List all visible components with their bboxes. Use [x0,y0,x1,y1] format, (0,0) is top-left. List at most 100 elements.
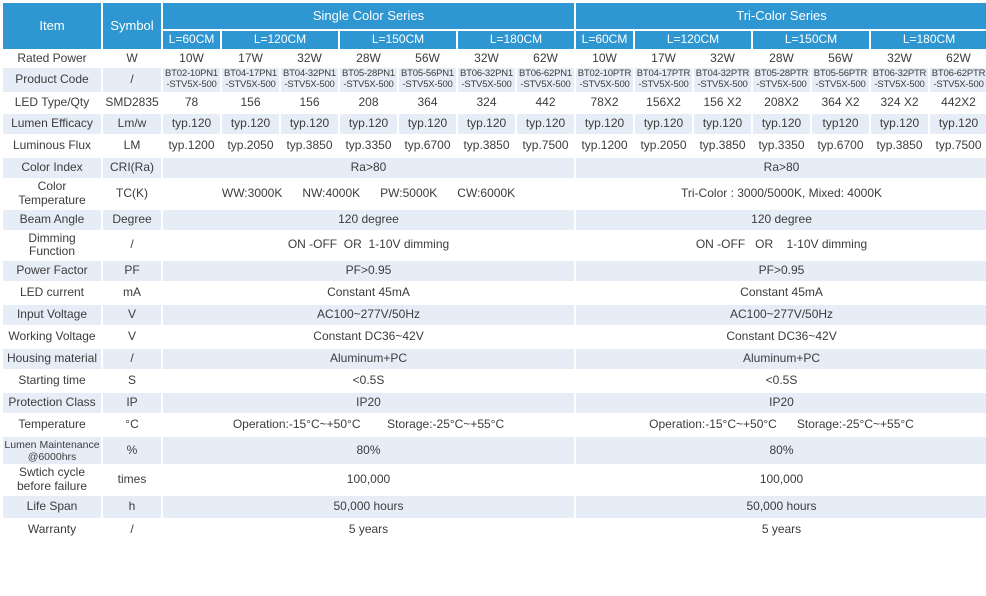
row-working-voltage: Working Voltage V Constant DC36~42V Constan… [1,325,986,350]
header-row-series: Item Symbol Single Color Series Tri-Color S… [1,1,986,51]
row-label: Housing material [1,347,103,372]
row-temperature: Temperature °C Operation:-15°C~+50°C Stora… [1,413,986,438]
symbol-cell: V [101,325,163,350]
length-header: L=60CM [161,29,222,51]
single-series-value-cell: typ.120 [515,112,576,136]
single-series-merged-cell: Ra>80 [161,156,576,180]
row-label: Beam Angle [1,207,103,232]
row-label: Product Code [1,66,103,94]
row-label: Temperature [1,413,103,438]
row-rated-power: Rated Power W 10W 17W 32W 28W 56W 32W 62W 10W 17W 3… [1,49,986,68]
single-series-merged-cell: Constant DC36~42V [161,325,576,350]
row-label: Input Voltage [1,303,103,328]
row-color-index: Color Index CRI(Ra) Ra>80 Ra>80 [1,156,986,180]
single-series-value-cell: BT06-62PN1 -STV5X-500 [515,66,576,94]
row-label: Dimming Function [1,229,103,262]
row-label: Lumen Efficacy [1,112,103,136]
symbol-cell: IP [101,391,163,416]
tri-series-merged-cell: AC100~277V/50Hz [573,303,986,328]
symbol-cell: S [101,369,163,394]
length-header: L=180CM [456,29,576,51]
single-series-merged-cell: IP20 [161,391,576,416]
tri-series-value-cell: typ.3350 [751,134,812,158]
row-label: Life Span [1,493,103,520]
single-series-value-cell: 442 [515,92,576,114]
tri-series-value-cell: BT06-62PTR -STV5X-500 [927,66,986,94]
single-series-merged-cell: AC100~277V/50Hz [161,303,576,328]
row-starting-time: Starting time S <0.5S <0.5S [1,369,986,394]
tri-series-value-cell: typ.120 [927,112,986,136]
row-protection-class: Protection Class IP IP20 IP20 [1,391,986,416]
symbol-cell: V [101,303,163,328]
single-series-merged-cell: 120 degree [161,207,576,232]
single-series-value-cell: 28W [338,49,399,68]
tri-series-value-cell: 364 X2 [810,92,871,114]
row-warranty: Warranty/5 years 5 years [1,517,986,543]
row-label: Lumen Maintenance @6000hrs [1,435,103,467]
symbol-cell: TC(K) [101,178,163,210]
single-series-value-cell: BT04-17PN1 -STV5X-500 [220,66,281,94]
symbol-cell: Degree [101,207,163,232]
tri-series-value-cell: typ.6700 [810,134,871,158]
single-series-merged-cell: 5 years [161,517,576,543]
tri-series-value-cell: 324 X2 [869,92,930,114]
tri-series-value-cell: 156 X2 [692,92,753,114]
single-series-value-cell: typ.1200 [161,134,222,158]
symbol-cell: / [101,229,163,262]
tri-series-merged-cell: PF>0.95 [573,259,986,284]
tri-series-value-cell: typ120 [810,112,871,136]
tri-series-value-cell: BT05-56PTR -STV5X-500 [810,66,871,94]
row-led-current: LED current mA Constant 45mA Constant 45mA [1,281,986,306]
length-header: L=120CM [633,29,753,51]
tri-series-merged-cell: IP20 [573,391,986,416]
tri-series-value-cell: 32W [869,49,930,68]
single-series-value-cell: typ.120 [161,112,222,136]
symbol-cell: SMD2835 [101,92,163,114]
tri-series-value-cell: BT05-28PTR -STV5X-500 [751,66,812,94]
row-dimming-function: Dimming Function / ON -OFF OR 1-10V dimmin… [1,229,986,262]
single-series-value-cell: BT04-32PN1 -STV5X-500 [279,66,340,94]
symbol-cell: times [101,464,163,496]
single-series-value-cell: typ.120 [456,112,517,136]
single-series-merged-cell: WW:3000K NW:4000K PW:5000K CW:6000K [161,178,576,210]
tri-series-merged-cell: <0.5S [573,369,986,394]
tri-series-value-cell: BT04-32PTR -STV5X-500 [692,66,753,94]
row-label: Swtich cycle before failure [1,464,103,496]
single-series-value-cell: BT06-32PN1 -STV5X-500 [456,66,517,94]
tri-series-value-cell: 62W [927,49,986,68]
row-swtich-cycle-before-failure: Swtich cycle before failure times 100,000 1… [1,464,986,496]
symbol-cell: mA [101,281,163,306]
row-lumen-maintenance-6000hrs: Lumen Maintenance @6000hrs% 80% 80% [1,435,986,467]
row-beam-angle: Beam Angle Degree 120 degree 120 degree [1,207,986,232]
single-series-value-cell: 17W [220,49,281,68]
row-lumen-efficacy: Lumen Efficacy Lm/w typ.120 typ.120 typ.120 t… [1,112,986,136]
single-series-value-cell: 56W [397,49,458,68]
single-series-value-cell: typ.3850 [279,134,340,158]
row-housing-material: Housing material / Aluminum+PC Aluminum+PC [1,347,986,372]
row-product-code: Product Code / BT02-10PN1 -STV5X-500 BT04-1… [1,66,986,94]
row-label: Color Index [1,156,103,180]
tri-series-value-cell: typ.120 [751,112,812,136]
symbol-cell: % [101,435,163,467]
tri-series-value-cell: 56W [810,49,871,68]
header-row-lengths: L=60CM L=120CM L=150CM L=180CM L=60CM L=120CM… [2,29,986,51]
single-series-value-cell: 78 [161,92,222,114]
tri-series-merged-cell: Tri-Color : 3000/5000K, Mixed: 4000K [573,178,986,210]
single-series-value-cell: typ.120 [220,112,281,136]
single-series-value-cell: typ.2050 [220,134,281,158]
symbol-cell: °C [101,413,163,438]
series-header-tri-color-series: Tri-Color Series [573,1,986,31]
row-led-type-qty: LED Type/Qty SMD2835 78 156 156 208 364 324 442 7… [1,92,986,114]
symbol-cell: h [101,493,163,520]
tri-series-value-cell: typ.120 [574,112,635,136]
symbol-cell: W [101,49,163,68]
length-header: L=150CM [338,29,458,51]
tri-series-merged-cell: 100,000 [573,464,986,496]
tri-series-value-cell: 32W [692,49,753,68]
tri-series-value-cell: typ.7500 [927,134,986,158]
single-series-value-cell: typ.7500 [515,134,576,158]
tri-series-value-cell: typ.120 [692,112,753,136]
tri-series-value-cell: typ.1200 [574,134,635,158]
single-series-value-cell: typ.3350 [338,134,399,158]
single-series-value-cell: 156 [220,92,281,114]
